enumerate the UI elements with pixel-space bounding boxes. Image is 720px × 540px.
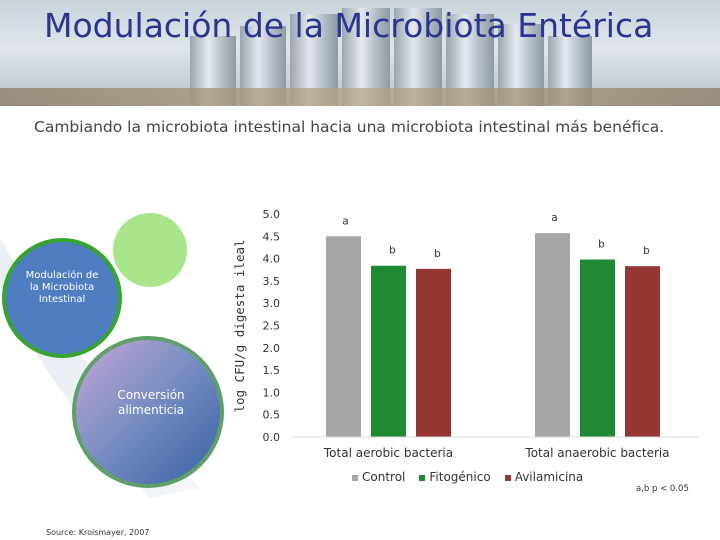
small-circle [2,238,122,358]
legend-item-control: Control [352,470,405,484]
y-tick-label: 5.0 [263,208,281,221]
y-tick-label: 0.5 [263,409,281,422]
legend-swatch [352,474,358,481]
x-category-label: Total aerobic bacteria [323,446,453,460]
small-circle-label: Modulación de la Microbiota Intestinal [25,270,99,305]
y-tick-label: 4.0 [263,253,281,266]
bar-avilamicina-0 [416,268,451,437]
large-circle [72,336,224,488]
legend: Control Fitogénico Avilamicina [352,470,597,484]
bar-fitogénico-0 [371,265,406,437]
y-axis-ticks: 0.0 0.5 1.0 1.5 2.0 2.5 3.0 3.5 4.0 4.5 5.0 [263,208,281,444]
bar-avilamicina-1 [625,266,660,437]
legend-label: Fitogénico [429,470,491,484]
y-tick-label: 3.5 [263,275,281,288]
large-circle-label: Conversión alimenticia [117,388,185,417]
bar-fitogénico-1 [580,259,615,437]
y-tick-label: 2.0 [263,342,281,355]
bar-chart: log CFU/g digesta ileal 0.0 0.5 1.0 1.5 2.0 2… [232,208,698,460]
slide-title: Modulación de la Microbiota Entérica [44,6,654,45]
y-tick-label: 1.0 [263,386,281,399]
green-circle [113,213,187,287]
bar-control-0 [326,236,361,437]
header-banner [0,0,720,106]
slide-subtitle: Cambiando la microbiota intestinal hacia… [34,118,665,136]
significance-letter: b [389,245,396,257]
source-note: Source: Kroismayer, 2007 [46,528,150,537]
x-axis-labels: Total aerobic bacteria Total anaerobic ba… [323,446,670,460]
significance-letter: b [643,245,650,257]
y-tick-label: 1.5 [263,364,281,377]
legend-label: Control [362,470,406,484]
significance-letters: a b b a b b [342,212,650,260]
significance-footnote: a,b p < 0.05 [636,484,689,494]
bars [326,233,660,437]
legend-item-fitogénico: Fitogénico [419,470,491,484]
x-category-label: Total anaerobic bacteria [524,446,669,460]
bar-control-1 [535,233,570,437]
y-tick-label: 2.5 [263,320,281,333]
significance-letter: a [342,215,348,227]
significance-letter: b [598,238,605,250]
significance-letter: a [551,212,557,224]
legend-label: Avilamicina [514,470,584,484]
significance-letter: b [434,248,441,260]
y-axis-label: log CFU/g digesta ileal [232,239,247,412]
y-tick-label: 4.5 [263,230,281,243]
concept-diagram: Modulación de la Microbiota Intestinal C… [0,213,224,498]
y-tick-label: 0.0 [263,431,281,444]
legend-swatch [504,474,511,481]
legend-item-avilamicina: Avilamicina [504,470,584,484]
legend-swatch [419,474,426,481]
y-tick-label: 3.0 [263,297,281,310]
